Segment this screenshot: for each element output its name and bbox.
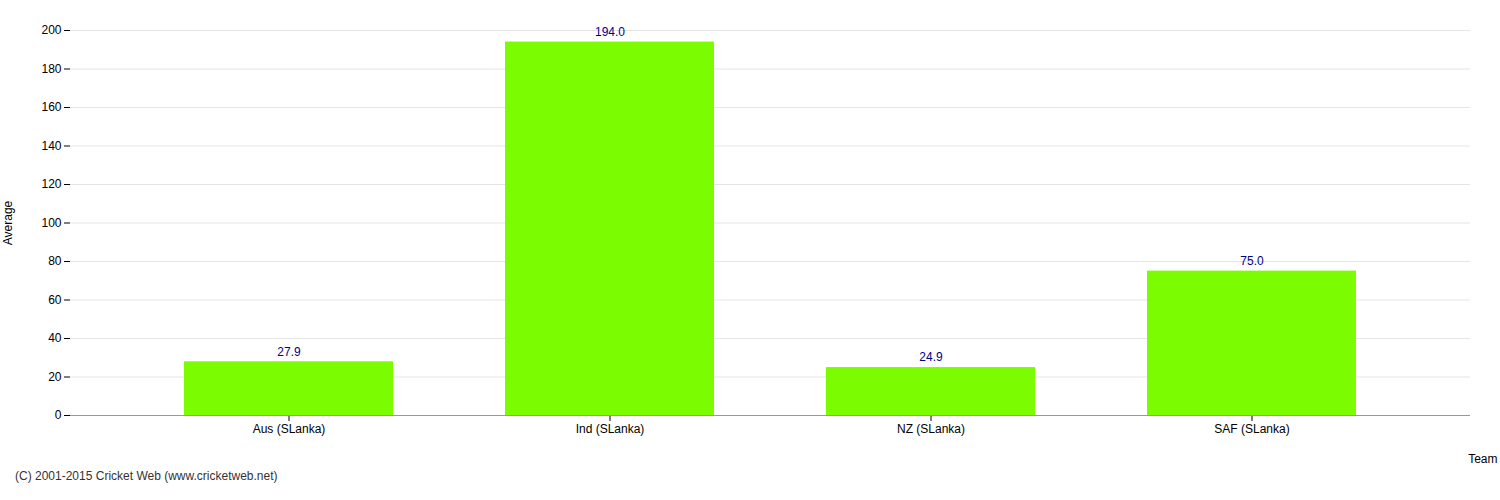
svg-text:200: 200 (41, 23, 61, 37)
svg-text:Ind (SLanka): Ind (SLanka) (576, 422, 645, 436)
svg-text:Aus (SLanka): Aus (SLanka) (253, 422, 326, 436)
svg-text:0: 0 (55, 408, 62, 422)
svg-text:20: 20 (48, 370, 62, 384)
svg-text:24.9: 24.9 (919, 350, 943, 364)
svg-text:Average: Average (1, 200, 15, 245)
html-text:(C) 2001-2015 Cricket Web (www: (C) 2001-2015 Cricket Web (www.cricketwe… (15, 469, 278, 483)
svg-text:Team: Team (1468, 452, 1497, 466)
svg-text:60: 60 (48, 293, 62, 307)
svg-text:75.0: 75.0 (1240, 254, 1264, 268)
svg-text:140: 140 (41, 139, 61, 153)
svg-text:SAF (SLanka): SAF (SLanka) (1214, 422, 1289, 436)
svg-text:120: 120 (41, 177, 61, 191)
svg-text:100: 100 (41, 216, 61, 230)
svg-text:NZ (SLanka): NZ (SLanka) (897, 422, 965, 436)
svg-text:80: 80 (48, 254, 62, 268)
svg-text:160: 160 (41, 100, 61, 114)
svg-text:194.0: 194.0 (595, 25, 625, 39)
svg-text:180: 180 (41, 62, 61, 76)
svg-text:27.9: 27.9 (277, 345, 301, 359)
svg-text:40: 40 (48, 331, 62, 345)
